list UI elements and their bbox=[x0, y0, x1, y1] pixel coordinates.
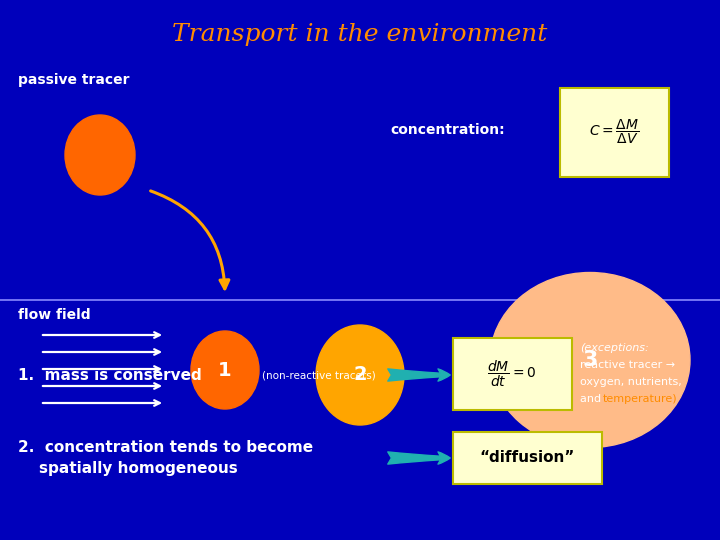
Text: $C = \dfrac{\Delta M}{\Delta V}$: $C = \dfrac{\Delta M}{\Delta V}$ bbox=[589, 118, 639, 146]
Text: spatially homogeneous: spatially homogeneous bbox=[18, 461, 238, 476]
Text: flow field: flow field bbox=[18, 308, 91, 322]
Text: 3: 3 bbox=[582, 350, 598, 370]
Text: 2.  concentration tends to become: 2. concentration tends to become bbox=[18, 441, 313, 456]
Text: concentration:: concentration: bbox=[390, 123, 505, 137]
Ellipse shape bbox=[490, 273, 690, 448]
Text: 1.  mass is conserved: 1. mass is conserved bbox=[18, 368, 202, 382]
Text: oxygen, nutrients,: oxygen, nutrients, bbox=[580, 377, 682, 387]
Ellipse shape bbox=[191, 331, 259, 409]
Text: “diffusion”: “diffusion” bbox=[480, 450, 575, 465]
Ellipse shape bbox=[316, 325, 404, 425]
Text: (exceptions:: (exceptions: bbox=[580, 343, 649, 353]
FancyArrowPatch shape bbox=[150, 191, 229, 289]
Text: 1: 1 bbox=[218, 361, 232, 380]
FancyBboxPatch shape bbox=[560, 88, 669, 177]
FancyBboxPatch shape bbox=[453, 338, 572, 410]
Text: Transport in the environment: Transport in the environment bbox=[172, 24, 548, 46]
Text: temperature): temperature) bbox=[603, 394, 678, 404]
Text: and: and bbox=[580, 394, 605, 404]
Text: 2: 2 bbox=[354, 366, 366, 384]
Ellipse shape bbox=[65, 115, 135, 195]
FancyBboxPatch shape bbox=[453, 432, 602, 484]
Text: reactive tracer →: reactive tracer → bbox=[580, 360, 675, 370]
Text: $\dfrac{dM}{dt} = 0$: $\dfrac{dM}{dt} = 0$ bbox=[487, 359, 536, 389]
Text: passive tracer: passive tracer bbox=[18, 73, 130, 87]
Text: (non-reactive tracers): (non-reactive tracers) bbox=[262, 370, 376, 380]
